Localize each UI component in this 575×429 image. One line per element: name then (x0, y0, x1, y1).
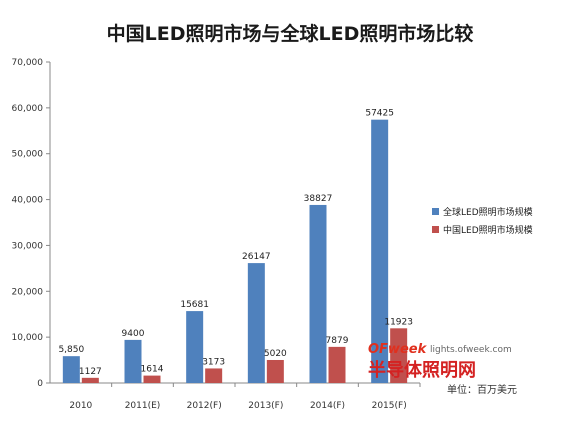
bar-china-3 (266, 359, 284, 383)
x-tick-label: 2012(F) (187, 401, 222, 411)
data-label: 9400 (122, 329, 145, 339)
data-label: 1127 (79, 367, 102, 377)
data-label: 15681 (180, 300, 209, 310)
data-label: 5,850 (58, 345, 84, 355)
y-tick-label: 0 (37, 379, 43, 389)
data-label: 1614 (141, 365, 164, 375)
x-tick-label: 2010 (69, 401, 92, 411)
bar-global-1 (124, 339, 142, 383)
data-label: 11923 (384, 317, 413, 327)
legend-label: 全球LED照明市场规模 (443, 206, 533, 218)
bar-china-4 (328, 346, 346, 383)
chart-title: 中国LED照明市场与全球LED照明市场比较 (107, 22, 474, 45)
legend-label: 中国LED照明市场规模 (443, 224, 533, 236)
bar-global-4 (309, 204, 327, 383)
y-tick-label: 70,000 (12, 58, 44, 68)
data-label: 7879 (326, 336, 349, 346)
bar-china-1 (143, 375, 161, 383)
watermark: OFweek lights.ofweek.com 半导体照明网 (368, 342, 512, 381)
bar-global-3 (247, 263, 265, 383)
watermark-url: lights.ofweek.com (430, 345, 512, 355)
watermark-brand: OFweek (368, 342, 428, 357)
y-tick-label: 40,000 (12, 196, 44, 206)
bar-china-2 (205, 368, 223, 383)
y-tick-label: 20,000 (12, 287, 44, 297)
y-tick-label: 30,000 (12, 241, 44, 251)
y-tick-label: 10,000 (12, 333, 44, 343)
bar-global-5 (371, 119, 389, 384)
legend-swatch (432, 208, 439, 215)
watermark-site-name: 半导体照明网 (368, 359, 476, 381)
bar-global-2 (186, 311, 204, 383)
data-label: 26147 (242, 252, 271, 262)
plot-area: 0 10,000 20,000 30,000 40,000 50,000 60,000 70,… (12, 58, 421, 411)
y-tick-label: 60,000 (12, 104, 44, 114)
bar-china-0 (81, 377, 99, 383)
bar-china-5 (390, 328, 408, 383)
data-label: 5020 (264, 349, 287, 359)
unit-note: 单位：百万美元 (447, 383, 517, 396)
x-tick-label: 2011(E) (125, 401, 161, 411)
bar-global-0 (62, 356, 80, 383)
data-label: 38827 (304, 194, 333, 204)
data-label: 57425 (365, 109, 394, 119)
x-tick-label: 2013(F) (248, 401, 283, 411)
x-tick-label: 2014(F) (310, 401, 345, 411)
legend-swatch (432, 226, 439, 233)
data-label: 3173 (202, 357, 225, 367)
y-tick-label: 50,000 (12, 150, 44, 160)
x-tick-label: 2015(F) (372, 401, 407, 411)
